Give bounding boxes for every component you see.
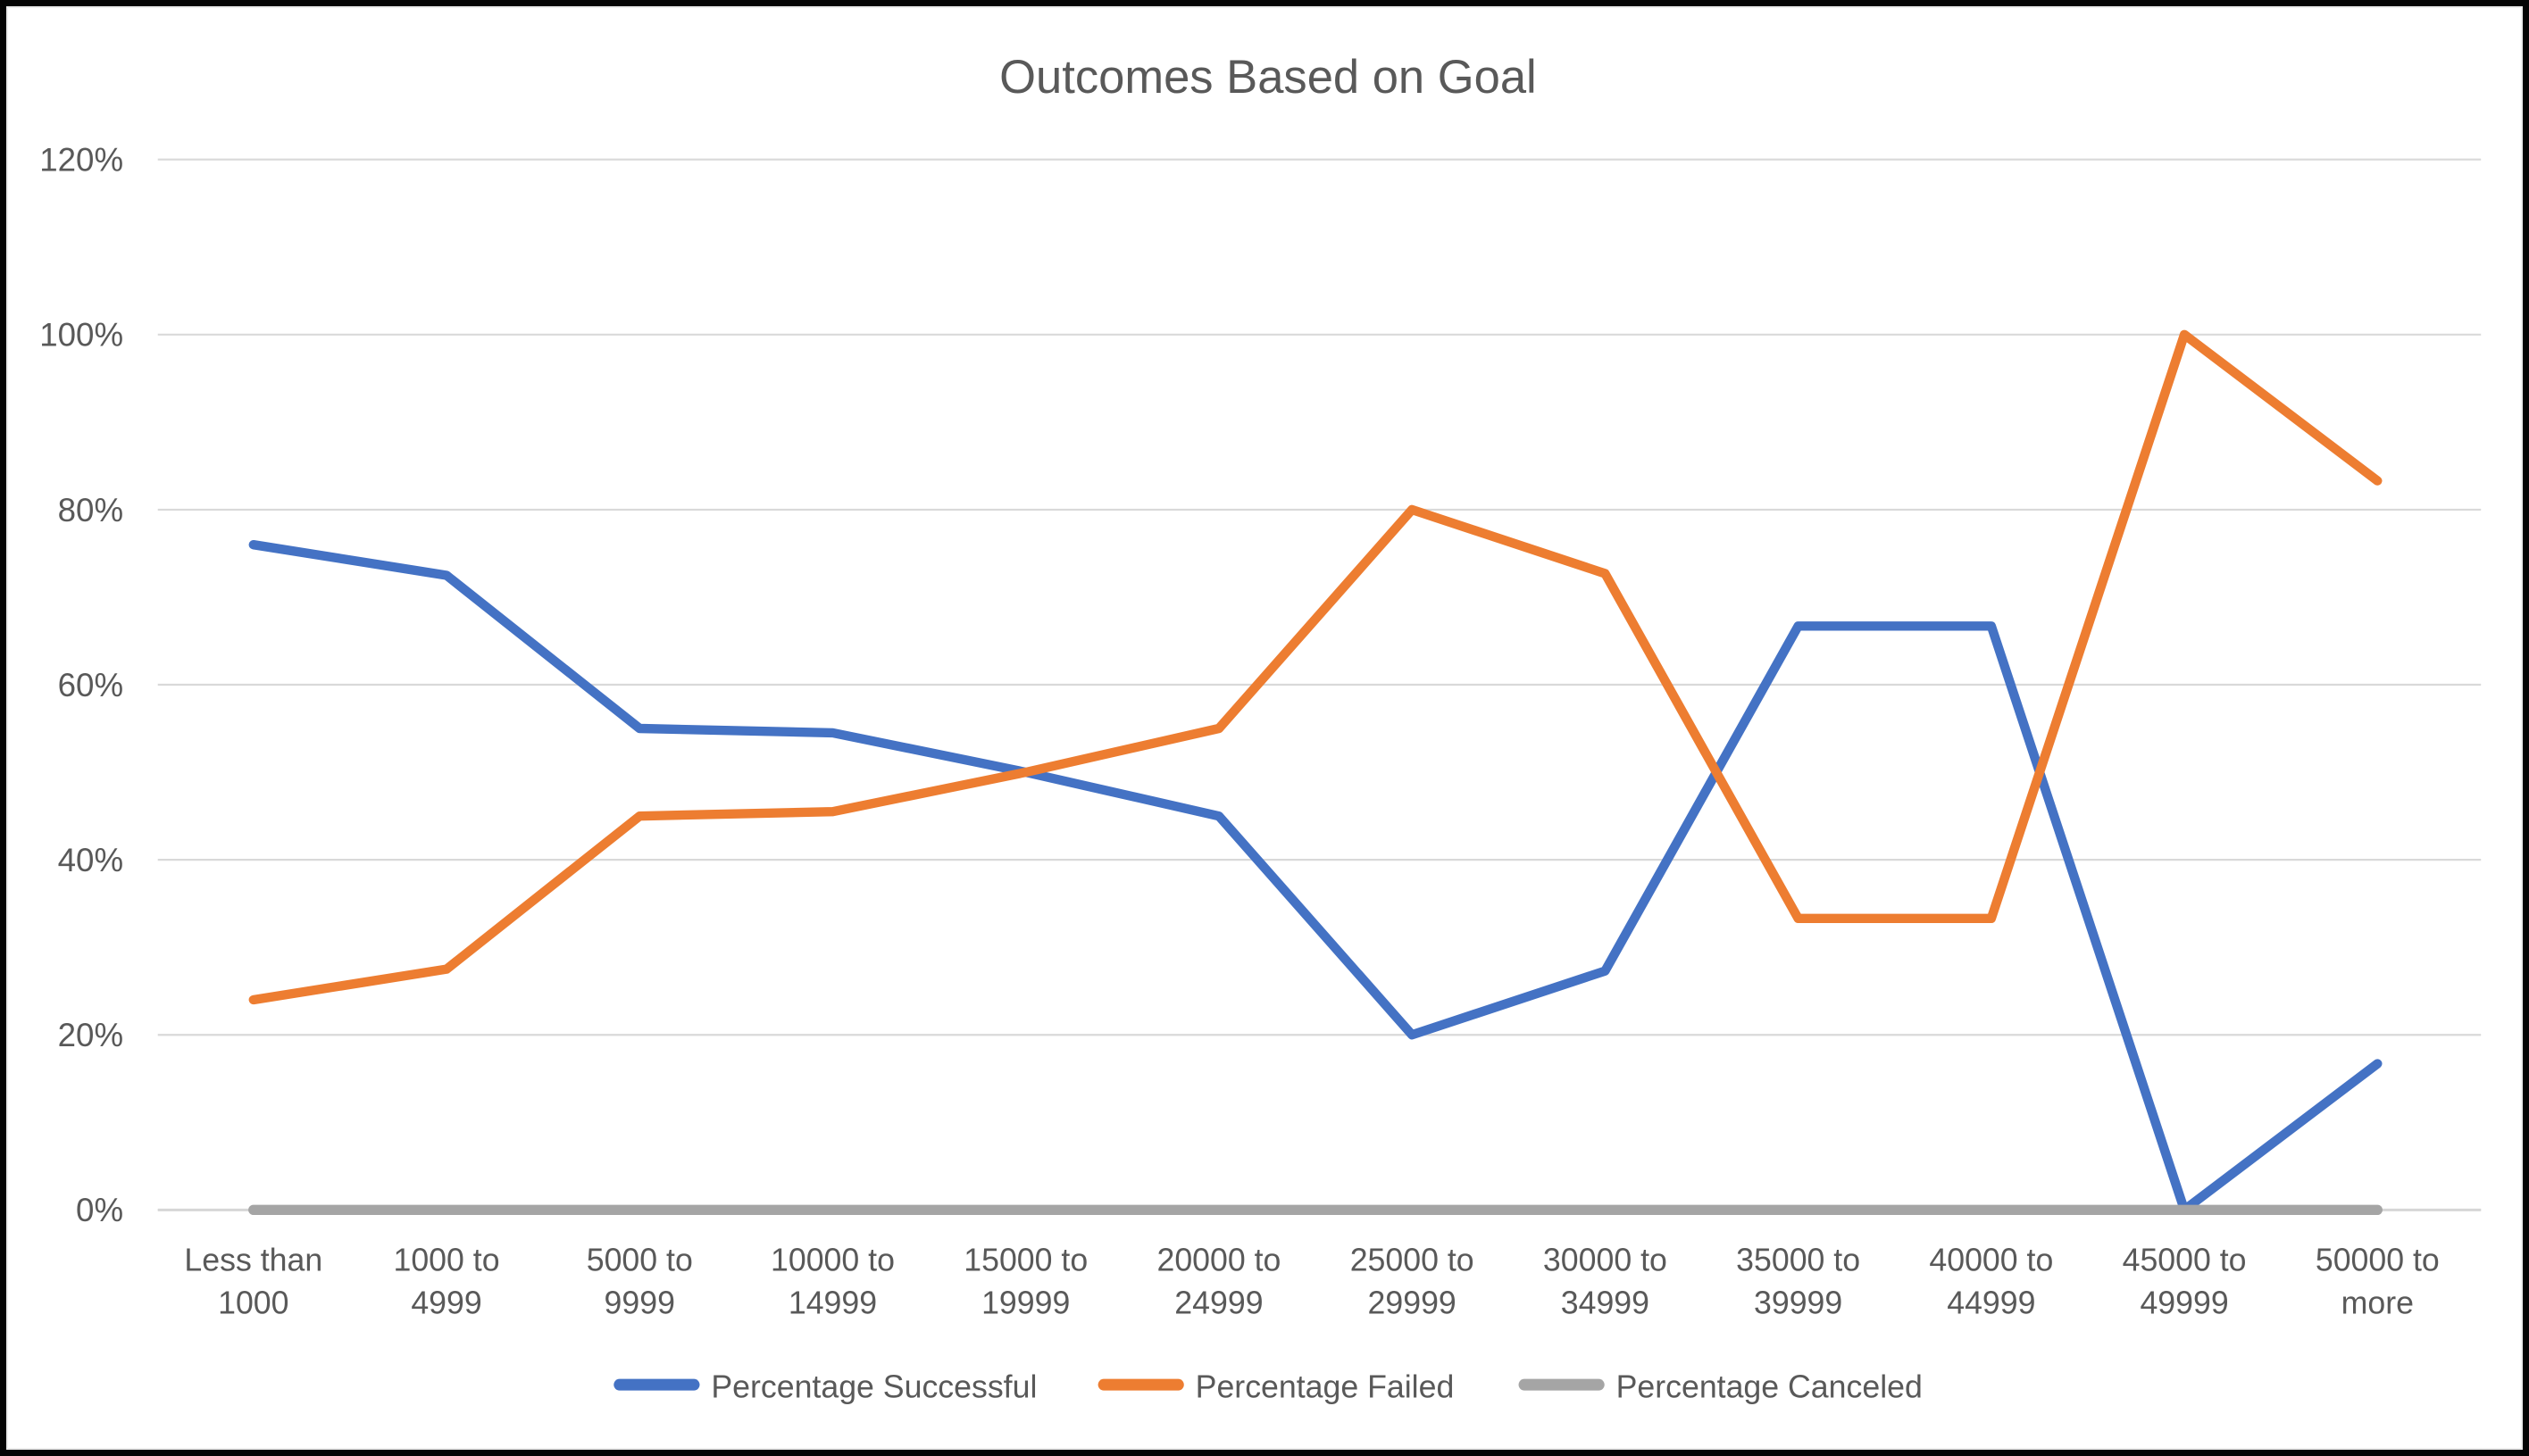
y-tick-label-120%: 120% [39,142,123,179]
legend-swatch-failed [1098,1378,1184,1391]
x-tick-label-40000-to-44999: 40000 to 44999 [1929,1243,2053,1321]
plot-series [248,329,2383,1216]
chart-canvas: Outcomes Based on Goal 0% 20% 40% 60% 80% 100… [39,51,2482,1405]
y-axis-tick-labels: 0% 20% 40% 60% 80% 100% 120% [39,142,123,1229]
x-tick-label-20000-to-24999: 20000 to 24999 [1156,1243,1281,1321]
legend-label-canceled: Percentage Canceled [1616,1369,1923,1405]
legend-item-failed[interactable]: Percentage Failed [1098,1369,1455,1405]
y-tick-label-20%: 20% [58,1017,123,1053]
legend-label-successful: Percentage Successful [711,1369,1037,1405]
legend-item-successful[interactable]: Percentage Successful [613,1369,1037,1405]
series-line-percentage-failed[interactable] [248,329,2383,1005]
x-tick-label-30000-to-34999: 30000 to 34999 [1543,1243,1667,1321]
series-line-percentage-successful[interactable] [248,539,2383,1215]
legend-item-canceled[interactable]: Percentage Canceled [1518,1369,1923,1405]
legend-swatch-canceled [1518,1378,1605,1391]
x-tick-label-45000-to-49999: 45000 to 49999 [2123,1243,2247,1321]
legend-swatch-successful [613,1378,700,1391]
x-tick-label-Less-than-1000: Less than 1000 [184,1243,322,1321]
x-tick-label-15000-to-19999: 15000 to 19999 [964,1243,1088,1321]
y-tick-label-60%: 60% [58,667,123,703]
y-tick-label-40%: 40% [58,842,123,878]
gridlines [157,158,2482,1211]
x-axis-tick-labels: Less than 1000 1000 to 4999 5000 to 9999 10000… [184,1243,2439,1321]
y-tick-label-0%: 0% [76,1192,123,1228]
x-tick-label-10000-to-14999: 10000 to 14999 [771,1243,895,1321]
chart-title[interactable]: Outcomes Based on Goal [999,51,1537,104]
x-tick-label-50000-to-more: 50000 to more [2316,1243,2440,1321]
x-tick-label-5000-to-9999: 5000 to 9999 [587,1243,693,1321]
y-tick-label-100%: 100% [39,317,123,354]
x-tick-label-1000-to-4999: 1000 to 4999 [393,1243,499,1321]
x-tick-label-35000-to-39999: 35000 to 39999 [1736,1243,1860,1321]
legend-label-failed: Percentage Failed [1196,1369,1455,1405]
x-tick-label-25000-to-29999: 25000 to 29999 [1350,1243,1474,1321]
y-tick-label-80%: 80% [58,492,123,528]
chart-legend: Percentage Successful Percentage Failed … [613,1369,1923,1405]
